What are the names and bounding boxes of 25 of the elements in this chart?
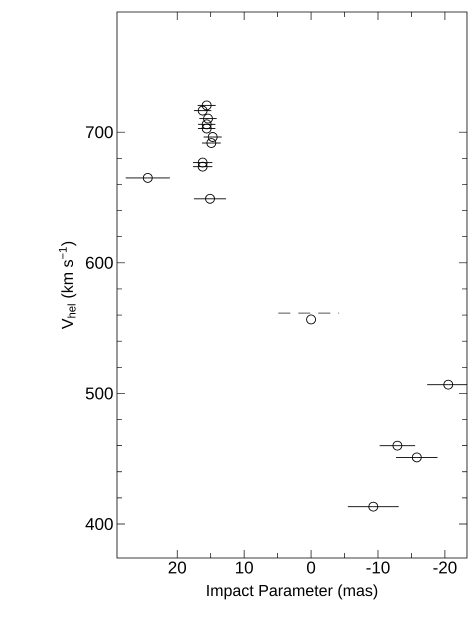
point	[306, 314, 316, 324]
x-tick-label: 0	[306, 562, 316, 574]
point	[443, 380, 454, 390]
point	[206, 138, 216, 148]
x-tick-label: -10	[366, 562, 390, 574]
point	[202, 124, 212, 134]
point	[392, 440, 402, 451]
y-tick-label: 500	[86, 387, 113, 400]
point	[205, 194, 215, 204]
point	[368, 502, 378, 512]
point	[412, 452, 422, 462]
point	[203, 114, 213, 124]
y-tick-label: 700	[86, 126, 113, 138]
point	[202, 119, 212, 130]
x-tick-label: 20	[168, 562, 186, 574]
x-axis-title: Impact Parameter (mas)	[207, 584, 378, 600]
y-tick-label: 600	[86, 256, 113, 269]
point	[208, 132, 218, 142]
y-axis-title: V$_{hel}$ (km s$^{−1}$)	[58, 242, 76, 330]
point	[198, 162, 208, 172]
point	[142, 172, 153, 183]
x-tick-label: -20	[433, 562, 457, 574]
x-tick-label: 10	[236, 562, 253, 574]
y-tick-label: 400	[85, 518, 113, 530]
point	[198, 158, 208, 168]
